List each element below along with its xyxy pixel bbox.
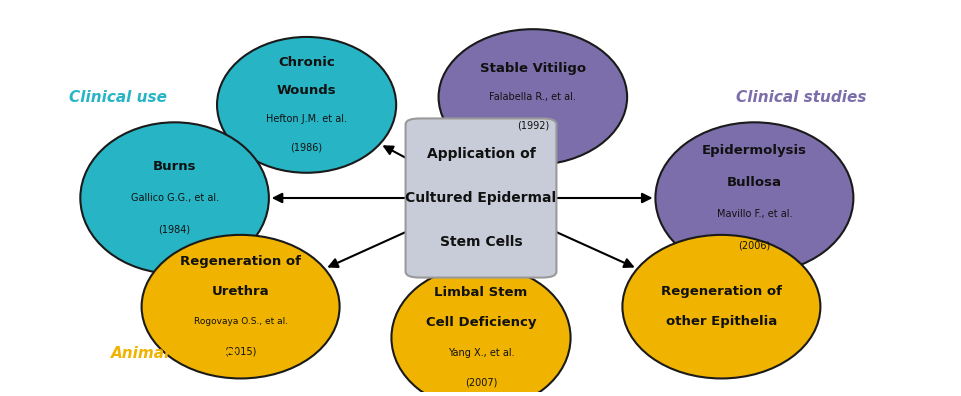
Text: Urethra: Urethra bbox=[211, 285, 269, 298]
Text: other Epithelia: other Epithelia bbox=[665, 315, 776, 328]
Ellipse shape bbox=[217, 37, 396, 173]
Text: Falabella R., et al.: Falabella R., et al. bbox=[489, 92, 576, 102]
Text: Hefton J.M. et al.: Hefton J.M. et al. bbox=[266, 114, 347, 124]
Text: Burns: Burns bbox=[153, 160, 196, 173]
Text: Stem Cells: Stem Cells bbox=[439, 235, 522, 249]
Text: Stable Vitiligo: Stable Vitiligo bbox=[480, 62, 585, 75]
Text: (2015): (2015) bbox=[224, 347, 257, 357]
Text: Epidermolysis: Epidermolysis bbox=[702, 144, 806, 157]
Text: Limbal Stem: Limbal Stem bbox=[434, 286, 527, 299]
Ellipse shape bbox=[654, 122, 852, 274]
Ellipse shape bbox=[622, 235, 820, 379]
Text: Regeneration of: Regeneration of bbox=[660, 285, 781, 298]
Text: Clinical studies: Clinical studies bbox=[735, 89, 866, 105]
Text: (2006): (2006) bbox=[737, 241, 770, 251]
Text: Clinical use: Clinical use bbox=[69, 89, 167, 105]
Text: Cell Deficiency: Cell Deficiency bbox=[426, 316, 535, 329]
Ellipse shape bbox=[80, 122, 268, 274]
Text: Wounds: Wounds bbox=[277, 84, 336, 97]
Text: Bullosa: Bullosa bbox=[727, 175, 781, 188]
Text: Application of: Application of bbox=[426, 147, 535, 161]
Text: Mavillo F., et al.: Mavillo F., et al. bbox=[716, 209, 791, 219]
Text: Regeneration of: Regeneration of bbox=[180, 255, 301, 268]
Text: Gallico G.G., et al.: Gallico G.G., et al. bbox=[131, 193, 218, 203]
Text: (1984): (1984) bbox=[159, 225, 190, 235]
Ellipse shape bbox=[438, 29, 627, 165]
Text: Cultured Epidermal: Cultured Epidermal bbox=[405, 191, 556, 205]
Text: (1986): (1986) bbox=[290, 143, 322, 152]
Text: (2007): (2007) bbox=[464, 378, 497, 388]
Text: Chronic: Chronic bbox=[278, 55, 334, 69]
FancyBboxPatch shape bbox=[406, 118, 555, 278]
Ellipse shape bbox=[141, 235, 339, 379]
Text: Yang X., et al.: Yang X., et al. bbox=[447, 348, 514, 358]
Text: (1992): (1992) bbox=[516, 121, 549, 131]
Text: Rogovaya O.S., et al.: Rogovaya O.S., et al. bbox=[193, 317, 287, 326]
Ellipse shape bbox=[391, 266, 570, 396]
Text: Animal studies: Animal studies bbox=[111, 346, 238, 361]
